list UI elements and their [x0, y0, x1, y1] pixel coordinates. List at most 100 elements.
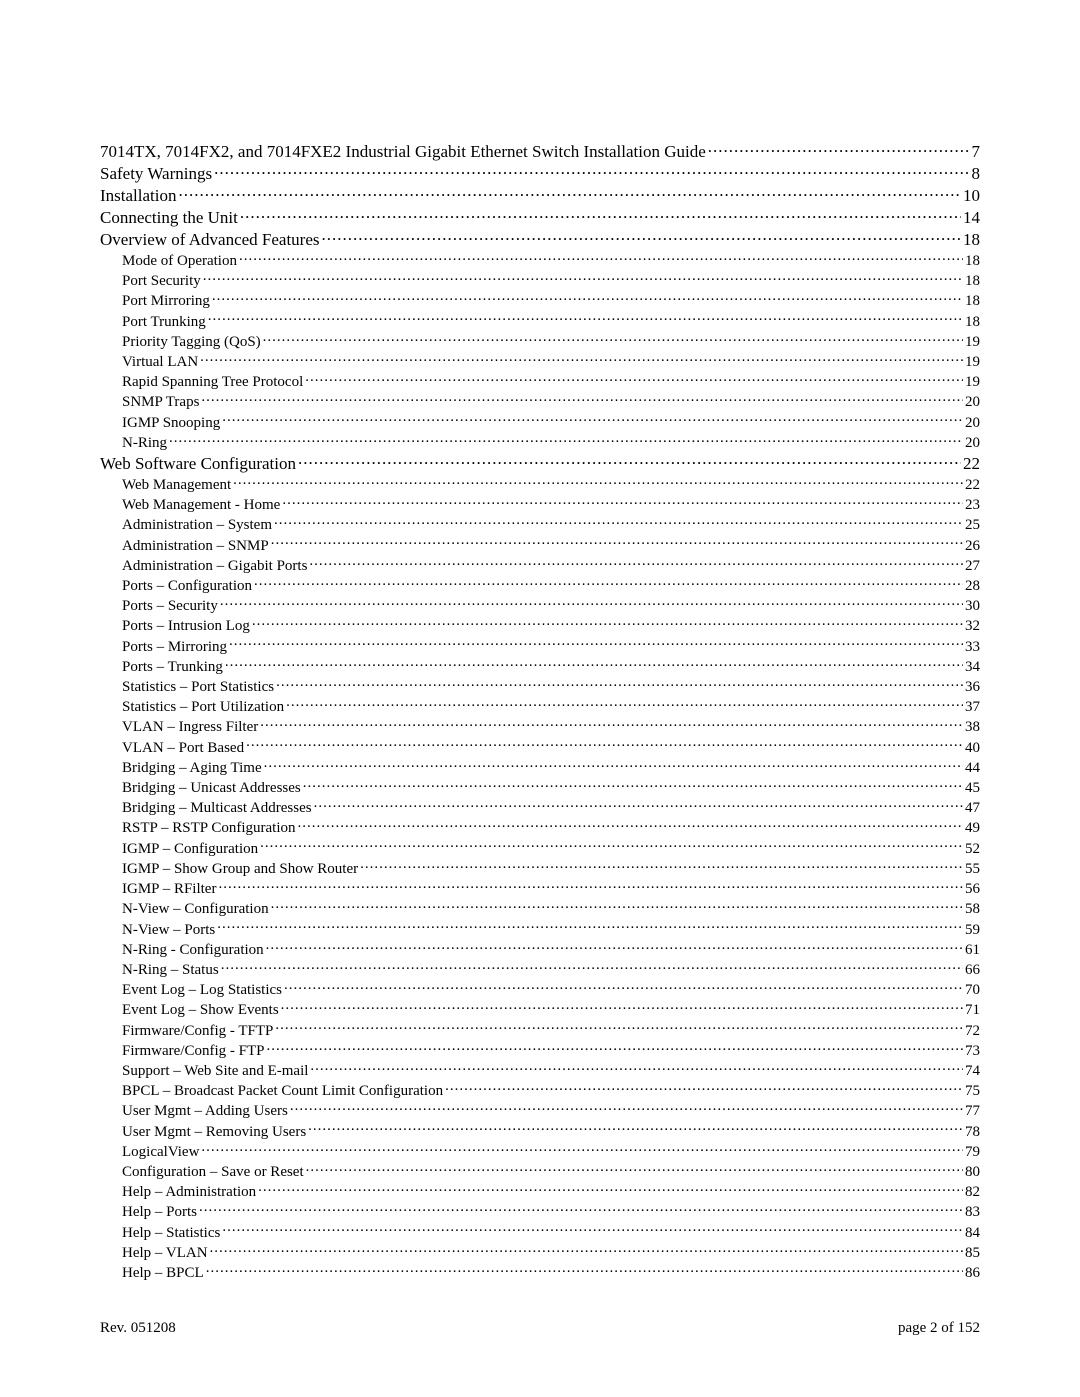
toc-entry-page: 25	[965, 516, 980, 534]
toc-dot-leader	[281, 999, 963, 1014]
toc-entry[interactable]: Statistics – Port Utilization37	[100, 696, 980, 716]
toc-entry[interactable]: Mode of Operation18	[100, 250, 980, 270]
toc-entry[interactable]: IGMP – Configuration52	[100, 838, 980, 858]
toc-entry-page: 52	[965, 840, 980, 858]
toc-entry[interactable]: RSTP – RSTP Configuration49	[100, 817, 980, 837]
toc-dot-leader	[360, 858, 963, 873]
toc-dot-leader	[310, 1060, 963, 1075]
toc-dot-leader	[220, 595, 963, 610]
toc-entry[interactable]: Firmware/Config - FTP73	[100, 1040, 980, 1060]
toc-entry[interactable]: Firmware/Config - TFTP72	[100, 1020, 980, 1040]
toc-entry-title: Event Log – Log Statistics	[122, 981, 282, 999]
toc-entry[interactable]: BPCL – Broadcast Packet Count Limit Conf…	[100, 1080, 980, 1100]
toc-dot-leader	[258, 1181, 963, 1196]
toc-entry[interactable]: N-Ring - Configuration61	[100, 939, 980, 959]
toc-entry-title: Web Management	[122, 476, 231, 494]
toc-entry[interactable]: 7014TX, 7014FX2, and 7014FXE2 Industrial…	[100, 140, 980, 162]
toc-dot-leader	[284, 979, 963, 994]
toc-entry[interactable]: N-View – Ports59	[100, 919, 980, 939]
toc-dot-leader	[271, 535, 963, 550]
toc-entry-title: Ports – Trunking	[122, 658, 223, 676]
toc-entry[interactable]: Statistics – Port Statistics36	[100, 676, 980, 696]
toc-entry[interactable]: Port Trunking18	[100, 311, 980, 331]
toc-entry[interactable]: Rapid Spanning Tree Protocol19	[100, 371, 980, 391]
toc-entry[interactable]: Configuration – Save or Reset80	[100, 1161, 980, 1181]
toc-entry-title: Administration – SNMP	[122, 537, 269, 555]
toc-entry[interactable]: Port Security18	[100, 270, 980, 290]
toc-entry[interactable]: Administration – SNMP26	[100, 535, 980, 555]
toc-entry-page: 20	[965, 393, 980, 411]
toc-entry[interactable]: Help – Administration82	[100, 1181, 980, 1201]
toc-entry[interactable]: Port Mirroring18	[100, 290, 980, 310]
toc-entry-page: 37	[965, 698, 980, 716]
toc-entry-page: 85	[965, 1244, 980, 1262]
toc-entry[interactable]: IGMP – Show Group and Show Router55	[100, 858, 980, 878]
toc-entry[interactable]: Event Log – Log Statistics70	[100, 979, 980, 999]
toc-entry-title: Bridging – Multicast Addresses	[122, 799, 312, 817]
toc-dot-leader	[254, 575, 963, 590]
toc-entry[interactable]: N-View – Configuration58	[100, 898, 980, 918]
toc-entry[interactable]: Priority Tagging (QoS)19	[100, 331, 980, 351]
toc-entry-page: 19	[965, 353, 980, 371]
toc-dot-leader	[309, 555, 963, 570]
toc-entry[interactable]: User Mgmt – Removing Users78	[100, 1121, 980, 1141]
toc-entry-title: Safety Warnings	[100, 164, 212, 184]
toc-entry[interactable]: Ports – Intrusion Log32	[100, 615, 980, 635]
toc-entry[interactable]: VLAN – Ingress Filter38	[100, 716, 980, 736]
toc-entry[interactable]: User Mgmt – Adding Users77	[100, 1100, 980, 1120]
toc-entry-page: 34	[965, 658, 980, 676]
toc-entry-title: VLAN – Port Based	[122, 739, 244, 757]
toc-entry-page: 22	[965, 476, 980, 494]
toc-entry[interactable]: IGMP – RFilter56	[100, 878, 980, 898]
toc-entry[interactable]: Installation10	[100, 184, 980, 206]
toc-entry[interactable]: VLAN – Port Based40	[100, 737, 980, 757]
toc-entry[interactable]: Administration – System25	[100, 514, 980, 534]
toc-entry[interactable]: Virtual LAN19	[100, 351, 980, 371]
toc-dot-leader	[264, 757, 963, 772]
toc-entry-page: 19	[965, 373, 980, 391]
toc-entry[interactable]: Web Management 22	[100, 474, 980, 494]
toc-entry-title: Installation	[100, 186, 176, 206]
toc-entry[interactable]: Ports – Configuration28	[100, 575, 980, 595]
toc-entry[interactable]: Overview of Advanced Features18	[100, 228, 980, 250]
toc-entry-page: 73	[965, 1042, 980, 1060]
toc-entry[interactable]: Web Software Configuration22	[100, 452, 980, 474]
toc-entry-page: 30	[965, 597, 980, 615]
toc-dot-leader	[200, 351, 963, 366]
toc-entry[interactable]: Help – Statistics84	[100, 1222, 980, 1242]
toc-dot-leader	[201, 1141, 963, 1156]
toc-entry-title: Help – BPCL	[122, 1264, 204, 1282]
toc-dot-leader	[214, 162, 969, 179]
toc-dot-leader	[233, 474, 963, 489]
toc-entry[interactable]: Safety Warnings8	[100, 162, 980, 184]
toc-entry-title: N-View – Ports	[122, 921, 215, 939]
toc-entry-page: 86	[965, 1264, 980, 1282]
toc-entry[interactable]: Ports – Mirroring33	[100, 636, 980, 656]
toc-entry-page: 45	[965, 779, 980, 797]
toc-entry[interactable]: Web Management - Home23	[100, 494, 980, 514]
toc-entry[interactable]: Bridging – Multicast Addresses47	[100, 797, 980, 817]
toc-entry-page: 77	[965, 1102, 980, 1120]
toc-entry[interactable]: Bridging – Aging Time44	[100, 757, 980, 777]
toc-entry[interactable]: N-Ring20	[100, 432, 980, 452]
toc-entry[interactable]: LogicalView79	[100, 1141, 980, 1161]
toc-entry[interactable]: Support – Web Site and E-mail74	[100, 1060, 980, 1080]
toc-entry[interactable]: SNMP Traps20	[100, 391, 980, 411]
toc-entry[interactable]: Help – Ports83	[100, 1201, 980, 1221]
toc-entry[interactable]: Event Log – Show Events71	[100, 999, 980, 1019]
toc-entry[interactable]: Connecting the Unit14	[100, 206, 980, 228]
toc-entry[interactable]: Ports – Trunking 34	[100, 656, 980, 676]
toc-entry[interactable]: Ports – Security30	[100, 595, 980, 615]
toc-entry[interactable]: Help – VLAN85	[100, 1242, 980, 1262]
toc-entry[interactable]: Help – BPCL 86	[100, 1262, 980, 1282]
toc-entry-title: Administration – Gigabit Ports	[122, 557, 307, 575]
toc-dot-leader	[229, 636, 963, 651]
toc-entry-page: 22	[963, 454, 980, 474]
toc-entry[interactable]: IGMP Snooping20	[100, 412, 980, 432]
toc-entry-page: 66	[965, 961, 980, 979]
toc-entry[interactable]: N-Ring – Status66	[100, 959, 980, 979]
toc-entry-page: 80	[965, 1163, 980, 1181]
toc-dot-leader	[221, 959, 963, 974]
toc-entry[interactable]: Bridging – Unicast Addresses45	[100, 777, 980, 797]
toc-entry[interactable]: Administration – Gigabit Ports27	[100, 555, 980, 575]
